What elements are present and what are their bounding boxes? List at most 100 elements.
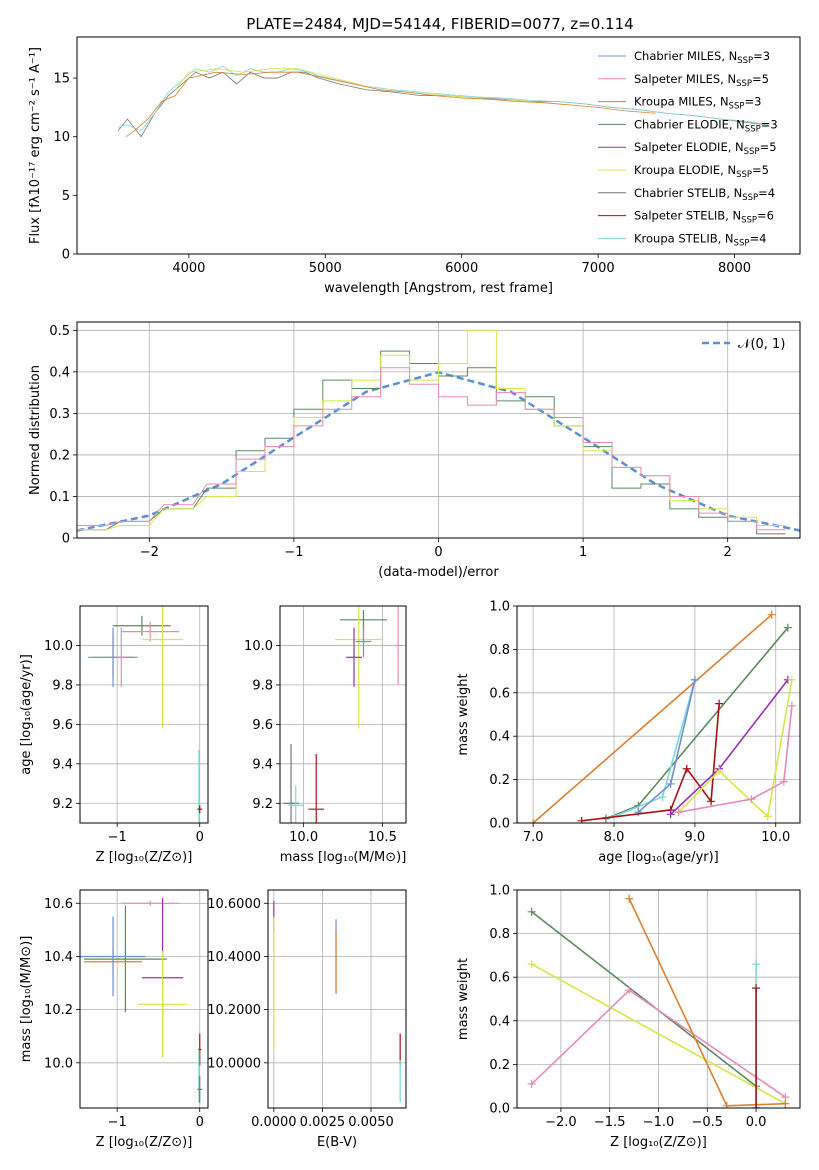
- x-tick-label: 10.5: [368, 830, 397, 845]
- y-tick-label: 9.2: [52, 797, 73, 812]
- x-tick-label: 1: [579, 545, 587, 560]
- weight-vs-metallicity-chart: −2.0 −1.5 −1.0 −0.5 0.0 0.0 0.2 0.4 0.6 0.8 1.0 Z […: [456, 884, 801, 1150]
- x-axis-label: Z [log₁₀(Z/Z⊙)]: [96, 850, 193, 865]
- legend-label-kroupa_elodie: Kroupa ELODIE, NSSP=5: [634, 163, 769, 180]
- x-axis-label: (data-model)/error: [378, 565, 499, 580]
- data-point-kroupa_miles: [722, 1101, 731, 1108]
- data-point-salpeter_miles: [625, 986, 634, 995]
- y-axis-label: mass weight: [456, 958, 471, 1040]
- legend-label-kroupa_miles: Kroupa MILES, NSSP=3: [634, 95, 761, 112]
- spectrum-legend: Chabrier MILES, NSSP=3 Salpeter MILES, NS…: [598, 49, 778, 248]
- y-tick-label: 0.8: [489, 927, 510, 942]
- y-tick-label: 0.4: [49, 365, 70, 380]
- y-tick-label: 0.3: [49, 407, 70, 422]
- y-tick-label: 9.2: [252, 797, 273, 812]
- y-tick-label: 9.8: [52, 678, 73, 693]
- plot-area: [77, 329, 800, 535]
- series-line-salpeter_miles: [678, 705, 793, 813]
- y-tick-label: 15: [53, 72, 70, 87]
- residuals-chart: −2 −1 0 1 2 0 0.1 0.2 0.3 0.4 0.5 (data-model)/erro…: [28, 321, 801, 580]
- mass-vs-metallicity-chart: −1 0 10.0 10.2 10.4 10.6 Z [log₁₀(Z/Z⊙)] mass […: [19, 889, 209, 1150]
- y-tick-label: 0.0: [489, 1102, 510, 1117]
- x-tick-label: −1.0: [643, 1115, 675, 1130]
- y-tick-label: 10.0: [44, 639, 73, 654]
- x-axis-label: Z [log₁₀(Z/Z⊙)]: [96, 1135, 193, 1150]
- weight-vs-age-chart: 7.0 8.0 9.0 10.0 0.0 0.2 0.4 0.6 0.8 1.0 age [log₁…: [456, 600, 801, 865]
- plot-area: [88, 606, 203, 823]
- data-point-kroupa_elodie: [787, 675, 796, 684]
- x-tick-label: −1: [108, 1115, 127, 1130]
- y-tick-label: 0.4: [489, 730, 510, 745]
- x-tick-label: 7.0: [523, 830, 544, 845]
- x-tick-label: −1.5: [594, 1115, 626, 1130]
- plot-area: [80, 897, 203, 1103]
- legend-label-chabrier_miles: Chabrier MILES, NSSP=3: [634, 49, 770, 66]
- age-vs-mass-chart: 10.0 10.5 9.2 9.4 9.6 9.8 10.0 mass [log₁₀(M/M⊙…: [244, 605, 407, 865]
- y-tick-label: 1.0: [489, 884, 510, 899]
- series-line-kroupa_elodie: [678, 679, 793, 819]
- y-tick-label: 10: [53, 130, 70, 145]
- data-point-kroupa_stelib: [752, 960, 761, 969]
- data-point-salpeter_miles: [527, 1080, 536, 1089]
- y-tick-label: 0.5: [49, 324, 70, 339]
- data-point-chabrier_miles: [634, 808, 643, 817]
- x-axis-label: age [log₁₀(age/yr)]: [598, 850, 719, 865]
- x-tick-label: 8000: [718, 261, 751, 276]
- data-point-salpeter_stelib: [752, 1104, 761, 1108]
- legend-label-normal: 𝒩(0, 1): [738, 337, 785, 352]
- x-tick-label: −1: [284, 545, 303, 560]
- plot-area: [117, 65, 769, 138]
- series-line-kroupa_stelib: [613, 679, 696, 818]
- x-tick-label: −2: [140, 545, 159, 560]
- y-tick-label: 0.2: [49, 448, 70, 463]
- axes-frame: [267, 889, 407, 1109]
- series-line-kroupa_miles: [125, 71, 656, 138]
- y-tick-label: 0: [62, 248, 70, 263]
- data-point-salpeter_miles: [779, 777, 788, 786]
- spectrum-chart: 4000 5000 6000 7000 8000 0 5 10 15 wavelength [An…: [28, 36, 801, 296]
- histogram-salpeter_miles: [77, 367, 786, 531]
- legend-label-salpeter_miles: Salpeter MILES, NSSP=5: [634, 72, 769, 89]
- series-line-kroupa_elodie: [531, 963, 786, 1105]
- series-line-kroupa_elodie: [174, 68, 571, 106]
- x-tick-label: 9.0: [685, 830, 706, 845]
- axes-frame: [516, 605, 801, 824]
- series-line-kroupa_stelib: [117, 65, 769, 132]
- axes-frame: [79, 605, 209, 824]
- y-tick-label: 10.0000: [207, 1056, 261, 1071]
- y-tick-label: 10.2: [44, 1003, 73, 1018]
- y-tick-label: 0.0: [489, 817, 510, 832]
- histogram-chabrier_elodie: [77, 350, 786, 535]
- data-point-salpeter_stelib: [707, 797, 716, 806]
- gridlines: [280, 606, 406, 823]
- x-axis-label: E(B-V): [317, 1135, 357, 1150]
- y-tick-label: 9.6: [52, 718, 73, 733]
- x-axis-label: Z [log₁₀(Z/Z⊙)]: [610, 1135, 707, 1150]
- x-tick-label: 10.0: [289, 830, 318, 845]
- x-tick-label: 6000: [445, 261, 478, 276]
- data-point-kroupa_elodie: [763, 812, 772, 821]
- data-point-chabrier_miles: [690, 675, 699, 684]
- gridlines: [517, 889, 800, 1109]
- x-tick-label: 5000: [309, 261, 342, 276]
- axes-frame: [516, 889, 801, 1109]
- legend-label-chabrier_stelib: Chabrier STELIB, NSSP=4: [634, 186, 775, 203]
- x-tick-label: −2.0: [545, 1115, 577, 1130]
- x-tick-label: 0.0000: [251, 1115, 297, 1130]
- x-tick-label: 4000: [172, 261, 205, 276]
- y-tick-label: 10.6: [44, 897, 73, 912]
- y-tick-label: 10.2000: [207, 1003, 261, 1018]
- x-tick-label: 8.0: [604, 830, 625, 845]
- y-tick-label: 10.0: [244, 639, 273, 654]
- y-axis-label: mass [log₁₀(M/M⊙)]: [19, 936, 34, 1063]
- y-tick-label: 9.4: [252, 757, 273, 772]
- gridlines: [268, 890, 406, 1108]
- y-tick-label: 0.4: [489, 1014, 510, 1029]
- data-point-kroupa_elodie: [715, 766, 724, 775]
- y-tick-label: 10.4: [44, 950, 73, 965]
- y-axis-label: mass weight: [456, 673, 471, 755]
- data-point-kroupa_stelib: [658, 792, 667, 801]
- y-tick-label: 9.6: [252, 718, 273, 733]
- series-line-chabrier_elodie: [531, 911, 757, 1087]
